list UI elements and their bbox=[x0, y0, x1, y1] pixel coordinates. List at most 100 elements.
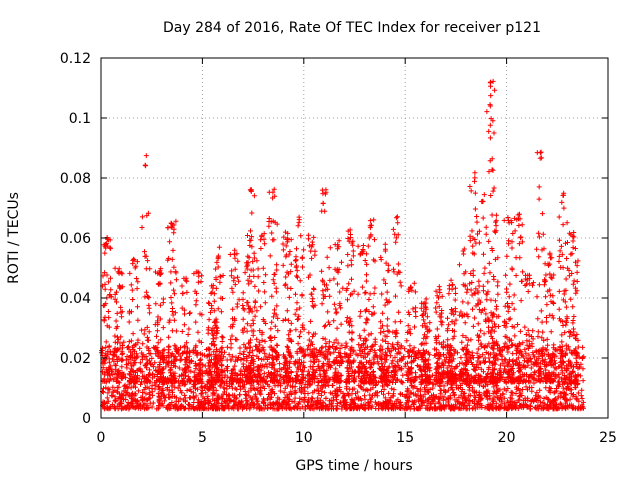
data-point bbox=[252, 304, 258, 310]
data-point bbox=[392, 319, 398, 325]
data-point bbox=[194, 406, 200, 412]
data-point bbox=[229, 368, 235, 374]
data-point bbox=[430, 398, 436, 404]
data-point bbox=[267, 405, 273, 410]
data-point bbox=[535, 406, 541, 411]
data-point bbox=[480, 215, 486, 221]
data-point bbox=[379, 389, 384, 394]
data-point bbox=[414, 406, 420, 412]
data-point bbox=[255, 364, 261, 370]
data-point bbox=[476, 394, 482, 400]
data-point bbox=[268, 402, 274, 408]
data-point bbox=[150, 375, 156, 381]
data-point bbox=[156, 394, 162, 400]
data-point bbox=[130, 351, 136, 357]
data-point bbox=[532, 405, 538, 411]
data-point bbox=[327, 245, 333, 251]
data-point bbox=[478, 366, 484, 372]
data-point bbox=[404, 400, 410, 406]
data-point bbox=[411, 401, 417, 407]
data-point bbox=[283, 402, 289, 408]
data-point bbox=[229, 268, 235, 274]
data-point bbox=[274, 303, 280, 309]
data-point bbox=[237, 345, 243, 351]
data-point bbox=[120, 392, 126, 398]
data-point bbox=[537, 399, 543, 405]
data-point bbox=[215, 264, 221, 270]
data-point bbox=[272, 271, 278, 277]
data-point bbox=[130, 331, 136, 337]
data-point bbox=[334, 388, 340, 394]
data-point bbox=[309, 239, 315, 245]
data-point bbox=[230, 289, 236, 295]
data-point bbox=[106, 387, 112, 393]
data-point bbox=[260, 317, 266, 322]
data-point bbox=[210, 285, 216, 291]
data-point bbox=[294, 405, 300, 411]
data-point bbox=[112, 394, 118, 400]
data-point bbox=[470, 268, 476, 274]
data-point bbox=[150, 364, 156, 370]
data-point bbox=[262, 300, 268, 306]
data-point bbox=[248, 279, 254, 285]
data-point bbox=[282, 397, 288, 403]
data-point bbox=[229, 324, 235, 330]
data-point bbox=[213, 406, 218, 412]
data-point bbox=[255, 266, 261, 272]
data-point bbox=[229, 405, 235, 411]
data-point bbox=[501, 386, 507, 392]
data-point bbox=[197, 358, 203, 363]
data-point bbox=[142, 378, 148, 384]
data-point bbox=[135, 373, 140, 379]
data-point bbox=[274, 262, 280, 268]
data-point bbox=[355, 291, 361, 297]
data-point bbox=[143, 289, 149, 295]
data-point bbox=[220, 296, 225, 301]
data-point bbox=[251, 328, 257, 334]
data-point bbox=[297, 395, 303, 401]
data-point bbox=[358, 397, 364, 403]
data-point bbox=[208, 352, 214, 358]
data-point bbox=[280, 262, 286, 268]
data-point bbox=[270, 189, 276, 195]
data-point bbox=[250, 353, 256, 358]
data-point bbox=[261, 406, 267, 412]
data-point bbox=[273, 378, 279, 384]
data-point bbox=[309, 395, 315, 401]
data-point bbox=[117, 284, 123, 290]
data-point bbox=[324, 254, 330, 260]
data-point bbox=[270, 195, 276, 201]
data-point bbox=[498, 402, 504, 408]
data-point bbox=[362, 290, 368, 296]
data-point bbox=[397, 279, 403, 285]
data-point bbox=[493, 400, 499, 406]
data-point bbox=[284, 308, 290, 314]
data-point bbox=[116, 355, 122, 361]
data-point bbox=[183, 359, 189, 365]
data-point bbox=[136, 376, 142, 382]
data-point bbox=[274, 342, 280, 348]
data-point bbox=[140, 341, 146, 347]
data-point bbox=[464, 289, 470, 295]
data-point bbox=[131, 383, 137, 389]
data-point bbox=[282, 405, 288, 411]
data-point bbox=[126, 346, 132, 352]
data-point bbox=[245, 389, 251, 395]
data-point bbox=[149, 404, 155, 410]
data-point bbox=[210, 385, 216, 391]
data-point bbox=[520, 269, 526, 275]
data-point bbox=[578, 393, 584, 399]
data-point bbox=[142, 362, 148, 368]
data-point bbox=[389, 386, 395, 392]
data-point bbox=[364, 272, 369, 278]
data-point bbox=[134, 355, 140, 361]
data-point bbox=[481, 288, 486, 294]
data-point bbox=[224, 344, 230, 350]
data-point bbox=[349, 391, 355, 397]
data-point bbox=[564, 403, 570, 409]
data-point bbox=[553, 396, 558, 402]
data-point bbox=[131, 373, 137, 379]
data-point bbox=[238, 399, 244, 405]
data-point bbox=[345, 236, 351, 241]
data-point bbox=[132, 348, 137, 354]
